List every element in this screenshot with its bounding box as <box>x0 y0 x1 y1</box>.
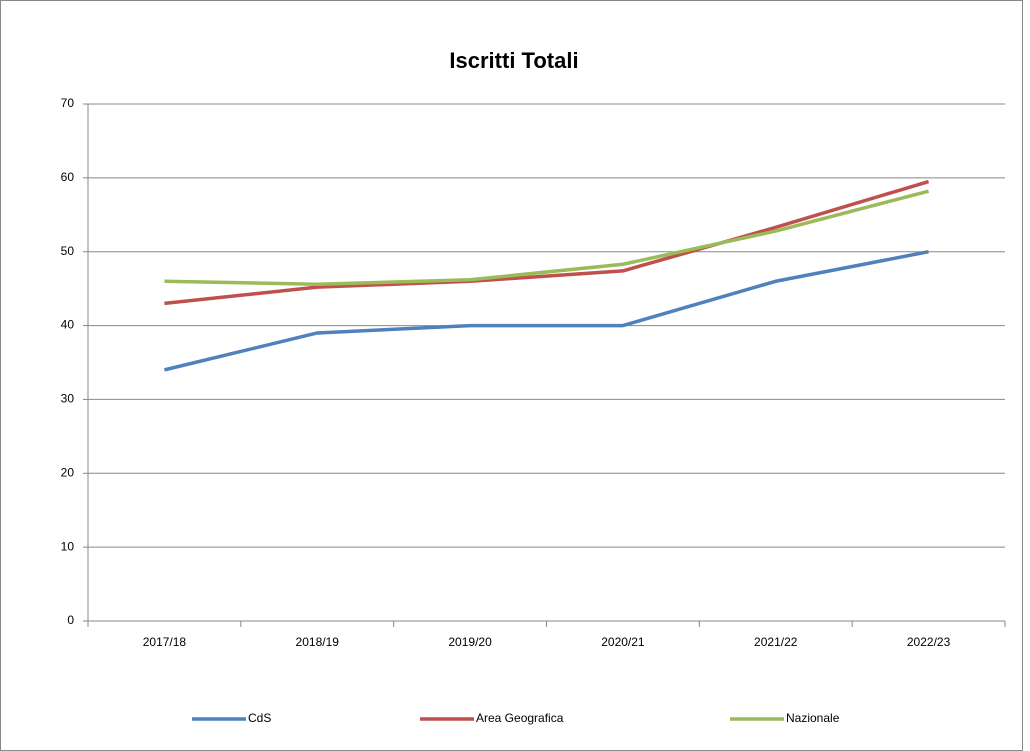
y-tick-label: 20 <box>61 465 75 479</box>
legend-label: CdS <box>248 711 271 725</box>
x-tick-label: 2021/22 <box>754 635 798 649</box>
y-tick-label: 60 <box>61 170 75 184</box>
x-tick-label: 2020/21 <box>601 635 645 649</box>
x-tick-label: 2022/23 <box>907 635 951 649</box>
y-tick-label: 70 <box>61 96 75 110</box>
y-tick-label: 50 <box>61 244 75 258</box>
series-line <box>164 189 930 286</box>
chart-title: Iscritti Totali <box>449 48 578 73</box>
y-tick-label: 30 <box>61 392 75 406</box>
series-line <box>164 179 930 306</box>
x-tick-label: 2019/20 <box>448 635 492 649</box>
y-tick-label: 0 <box>67 613 74 627</box>
y-tick-label: 40 <box>61 318 75 332</box>
series-line <box>164 249 929 372</box>
y-tick-label: 10 <box>61 539 75 553</box>
legend-label: Area Geografica <box>476 711 564 725</box>
x-tick-label: 2017/18 <box>143 635 187 649</box>
legend-label: Nazionale <box>786 711 840 725</box>
x-tick-label: 2018/19 <box>296 635 340 649</box>
